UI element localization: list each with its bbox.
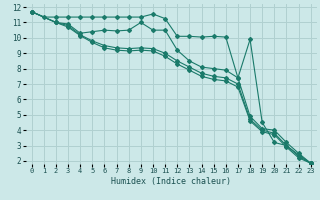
- X-axis label: Humidex (Indice chaleur): Humidex (Indice chaleur): [111, 177, 231, 186]
